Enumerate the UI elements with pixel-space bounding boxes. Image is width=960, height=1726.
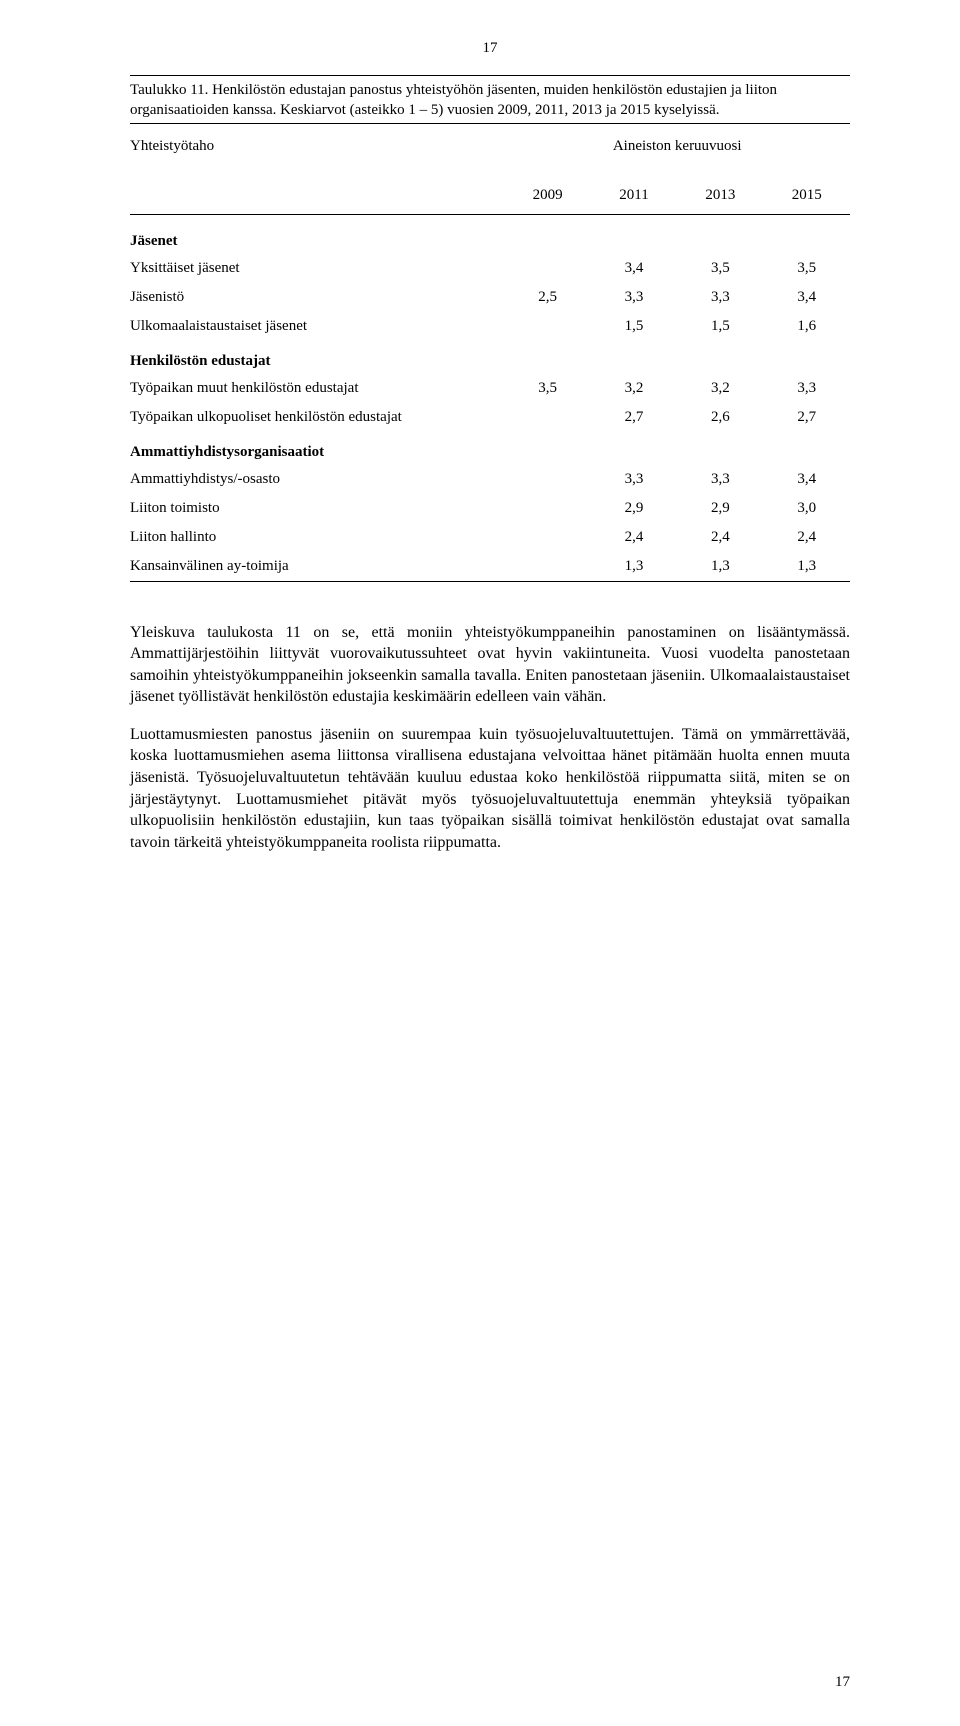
value-cell: 3,3 [677,465,763,494]
table-row: Kansainvälinen ay-toimija1,31,31,3 [130,552,850,581]
divider [130,75,850,76]
row-label: Ammattiyhdistys/-osasto [130,465,504,494]
table-caption: Taulukko 11. Henkilöstön edustajan panos… [130,80,850,121]
section-title: Ammattiyhdistysorganisaatiot [130,432,850,465]
data-table: Yhteistyötaho Aineiston keruuvuosi 2009 … [130,128,850,581]
section-title: Henkilöstön edustajat [130,341,850,374]
table-row: Työpaikan ulkopuoliset henkilöstön edust… [130,403,850,432]
paragraph: Yleiskuva taulukosta 11 on se, että moni… [130,622,850,708]
table-row: Yksittäiset jäsenet3,43,53,5 [130,254,850,283]
value-cell: 1,3 [764,552,850,581]
table-row [130,161,850,183]
value-cell: 3,2 [677,374,763,403]
section-title: Jäsenet [130,221,850,254]
value-cell: 1,5 [591,312,677,341]
value-cell: 2,9 [591,494,677,523]
header-left: Yhteistyötaho [130,128,504,161]
table-row: Liiton toimisto2,92,93,0 [130,494,850,523]
divider [130,581,850,582]
value-cell: 3,3 [764,374,850,403]
value-cell [504,254,590,283]
row-label: Liiton hallinto [130,523,504,552]
year-cell: 2011 [591,183,677,208]
divider [130,123,850,124]
value-cell: 2,4 [764,523,850,552]
page-number-top: 17 [130,40,850,57]
value-cell: 3,3 [591,465,677,494]
year-cell: 2009 [504,183,590,208]
value-cell: 3,4 [764,465,850,494]
value-cell: 3,3 [591,283,677,312]
value-cell: 3,5 [504,374,590,403]
value-cell: 2,9 [677,494,763,523]
value-cell: 2,4 [677,523,763,552]
section-head-row: Ammattiyhdistysorganisaatiot [130,432,850,465]
row-label: Jäsenistö [130,283,504,312]
row-label: Yksittäiset jäsenet [130,254,504,283]
value-cell: 3,4 [764,283,850,312]
body-text-block: Yleiskuva taulukosta 11 on se, että moni… [130,622,850,854]
header-right: Aineiston keruuvuosi [504,128,850,161]
table-row: Työpaikan muut henkilöstön edustajat3,53… [130,374,850,403]
table-row: Jäsenistö2,53,33,33,4 [130,283,850,312]
value-cell: 1,3 [591,552,677,581]
section-head-row: Henkilöstön edustajat [130,341,850,374]
value-cell: 2,7 [591,403,677,432]
value-cell [504,465,590,494]
table-header-row: Yhteistyötaho Aineiston keruuvuosi [130,128,850,161]
page-container: 17 Taulukko 11. Henkilöstön edustajan pa… [0,0,960,1726]
empty-cell [130,183,504,208]
years-row: 2009 2011 2013 2015 [130,183,850,208]
section-head-row: Jäsenet [130,221,850,254]
row-label: Työpaikan ulkopuoliset henkilöstön edust… [130,403,504,432]
value-cell [504,403,590,432]
year-cell: 2013 [677,183,763,208]
page-number-bottom: 17 [835,1674,850,1691]
value-cell: 3,0 [764,494,850,523]
value-cell [504,312,590,341]
value-cell: 3,4 [591,254,677,283]
value-cell: 3,3 [677,283,763,312]
table-row: Liiton hallinto2,42,42,4 [130,523,850,552]
row-label: Ulkomaalaistaustaiset jäsenet [130,312,504,341]
value-cell: 2,5 [504,283,590,312]
value-cell: 3,5 [764,254,850,283]
value-cell: 2,7 [764,403,850,432]
table-row: Ammattiyhdistys/-osasto3,33,33,4 [130,465,850,494]
row-label: Kansainvälinen ay-toimija [130,552,504,581]
value-cell [504,523,590,552]
value-cell: 1,6 [764,312,850,341]
value-cell [504,494,590,523]
table-body: JäsenetYksittäiset jäsenet3,43,53,5Jäsen… [130,221,850,581]
year-cell: 2015 [764,183,850,208]
divider [130,214,850,215]
paragraph: Luottamusmiesten panostus jäseniin on su… [130,724,850,854]
value-cell: 1,3 [677,552,763,581]
value-cell: 2,6 [677,403,763,432]
row-label: Työpaikan muut henkilöstön edustajat [130,374,504,403]
table-row [130,208,850,221]
value-cell: 3,2 [591,374,677,403]
table-row: Ulkomaalaistaustaiset jäsenet1,51,51,6 [130,312,850,341]
value-cell: 1,5 [677,312,763,341]
value-cell [504,552,590,581]
value-cell: 3,5 [677,254,763,283]
row-label: Liiton toimisto [130,494,504,523]
value-cell: 2,4 [591,523,677,552]
